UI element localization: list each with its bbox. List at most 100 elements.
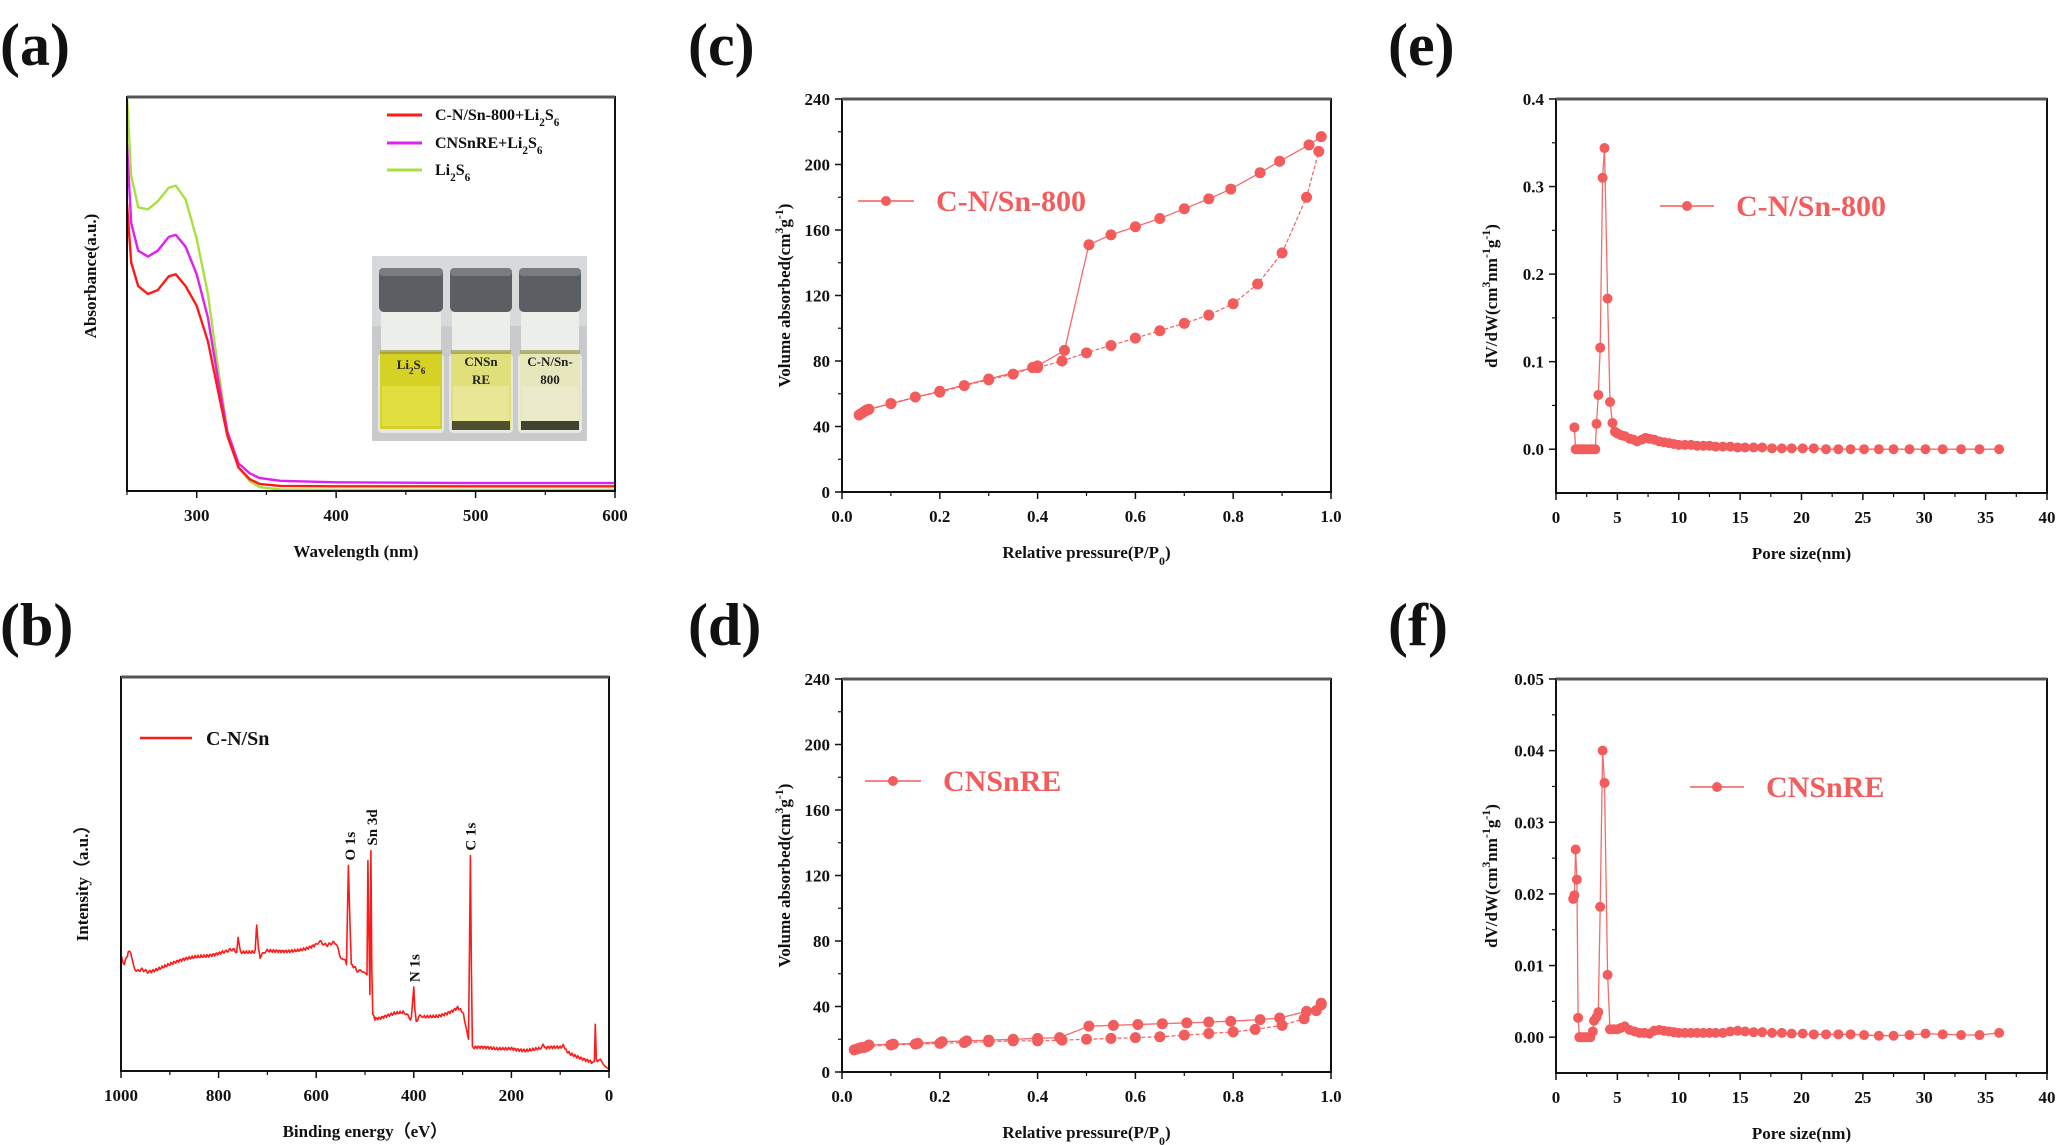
data-point [1599, 143, 1610, 154]
adsorption-point [1154, 325, 1166, 337]
desorption-point [860, 404, 872, 416]
y-axis-title-part: 3 [1479, 282, 1493, 288]
legend-label: CNSnRE [1766, 771, 1884, 804]
desorption-point [1156, 1018, 1168, 1030]
series-line-0 [127, 203, 615, 488]
y-axis-title-part: g [1482, 239, 1501, 248]
desorption-point [1203, 193, 1215, 205]
vial-liquid-highlight [453, 386, 509, 426]
desorption-point [1129, 221, 1141, 233]
desorption-point [1225, 1015, 1237, 1027]
panel-label-e: (e) [1388, 12, 1455, 78]
data-point [1937, 1029, 1948, 1040]
x-tick-label: 1.0 [1320, 507, 1341, 526]
y-tick-label: 0.05 [1514, 670, 1544, 689]
desorption-point [934, 385, 946, 397]
panel-b-xps-chart: 1000 800 600 400 200 0 Binding energy（eV） Inten… [72, 675, 613, 1141]
y-tick-label: 0 [822, 1063, 831, 1082]
y-tick-label: 240 [805, 90, 831, 109]
legend-label: CNSnRE [943, 765, 1061, 798]
y-tick-label: 40 [813, 998, 830, 1017]
adsorption-point [1105, 1032, 1117, 1044]
x-axis-title-part: ) [1165, 543, 1171, 562]
y-axis-title-part: g [775, 799, 794, 808]
x-tick-label: 1.0 [1320, 1087, 1341, 1106]
data-point [1956, 1030, 1967, 1041]
x-tick-label: 1000 [104, 1086, 138, 1105]
data-point [1776, 1027, 1787, 1038]
x-axis-title-part: 0 [1159, 554, 1165, 568]
panel-d-isotherm-chart: 0.0 0.2 0.4 0.6 0.8 1.0 0 40 80 120 160 200 240 Relat… [772, 670, 1342, 1145]
desorption-point [1132, 1019, 1144, 1031]
data-point [1873, 1030, 1884, 1041]
y-tick-label: 240 [805, 670, 831, 689]
panel-f-pore-size-chart: 0 5 10 15 20 25 30 35 40 0.00 0.01 0.02 0.03 0.04 0.05… [1479, 670, 2056, 1143]
adsorption-point [1129, 332, 1141, 344]
peak-annotation: O 1s [343, 832, 359, 861]
y-axis-title-part: -1 [1479, 248, 1493, 258]
x-tick-label: 0 [1552, 508, 1561, 527]
plot-frame-d [841, 678, 1332, 1073]
y-axis-title-part: nm [1482, 258, 1501, 282]
data-point [1573, 1012, 1584, 1023]
desorption-point [1027, 362, 1039, 374]
y-axis-title-part: dV/dW(cm [1482, 288, 1501, 368]
data-point [1920, 444, 1931, 455]
y-tick-label: 0.1 [1523, 353, 1544, 372]
x-axis-title-part: 0 [1159, 1134, 1165, 1145]
desorption-point [1315, 131, 1327, 143]
vial-label: RE [472, 372, 490, 387]
legend-label: C-N/Sn [206, 728, 269, 750]
data-point [1717, 441, 1728, 452]
series-line-2 [127, 97, 615, 491]
x-axis-title: Relative pressure(P/P0) [1002, 543, 1170, 568]
data-point [1873, 444, 1884, 455]
y-tick-label: 0 [822, 483, 831, 502]
data-point [1595, 342, 1606, 353]
desorption-point [1181, 1017, 1193, 1029]
x-axis-title: Pore size(nm) [1752, 1124, 1851, 1143]
y-tick-label: 0.0 [1523, 440, 1544, 459]
adsorption-point [1129, 1032, 1141, 1044]
y-tick-label: 200 [805, 156, 831, 175]
vial-neck [521, 312, 579, 352]
adsorption-point [1178, 1029, 1190, 1041]
data-point [1607, 417, 1618, 428]
data-point [1994, 444, 2005, 455]
x-axis-title: Wavelength (nm) [293, 542, 418, 561]
legend-label: Li2S6 [435, 162, 471, 184]
x-tick-label: 0.4 [1027, 1087, 1049, 1106]
adsorption-point [1227, 1026, 1239, 1038]
data-point [1859, 1030, 1870, 1041]
x-axis-title-part: Relative pressure(P/P [1002, 543, 1159, 562]
data-point [1748, 1027, 1759, 1038]
y-axis-title-part: 3 [772, 228, 786, 234]
y-axis-title-part: g [775, 219, 794, 228]
adsorption-point [1178, 317, 1190, 329]
y-tick-label: 0.04 [1514, 742, 1544, 761]
y-tick-label: 160 [805, 221, 831, 240]
vial-meniscus [380, 350, 442, 354]
legend-marker [888, 776, 898, 786]
data-point [1748, 442, 1759, 453]
y-axis-title-part: 3 [1479, 862, 1493, 868]
peak-annotation: N 1s [407, 954, 423, 982]
y-tick-label: 0.03 [1514, 813, 1544, 832]
y-axis-title: Volume absorbed(cm3g-1) [772, 204, 794, 388]
x-tick-label: 5 [1613, 1088, 1622, 1107]
legend-marker [1712, 782, 1722, 792]
data-point [1904, 444, 1915, 455]
x-tick-label: 500 [463, 506, 489, 525]
adsorption-point [1154, 1031, 1166, 1043]
legend-label-part: S [528, 135, 537, 152]
data-point [1570, 844, 1581, 855]
desorption-point [1178, 203, 1190, 215]
desorption-point [1105, 229, 1117, 241]
adsorption-point [1007, 368, 1019, 380]
adsorption-point [1301, 191, 1313, 203]
adsorption-point [1313, 145, 1325, 157]
desorption-point [1315, 997, 1327, 1009]
y-axis-title: Volume absorbed(cm3g-1) [772, 784, 794, 968]
adsorption-point [1203, 1028, 1215, 1040]
